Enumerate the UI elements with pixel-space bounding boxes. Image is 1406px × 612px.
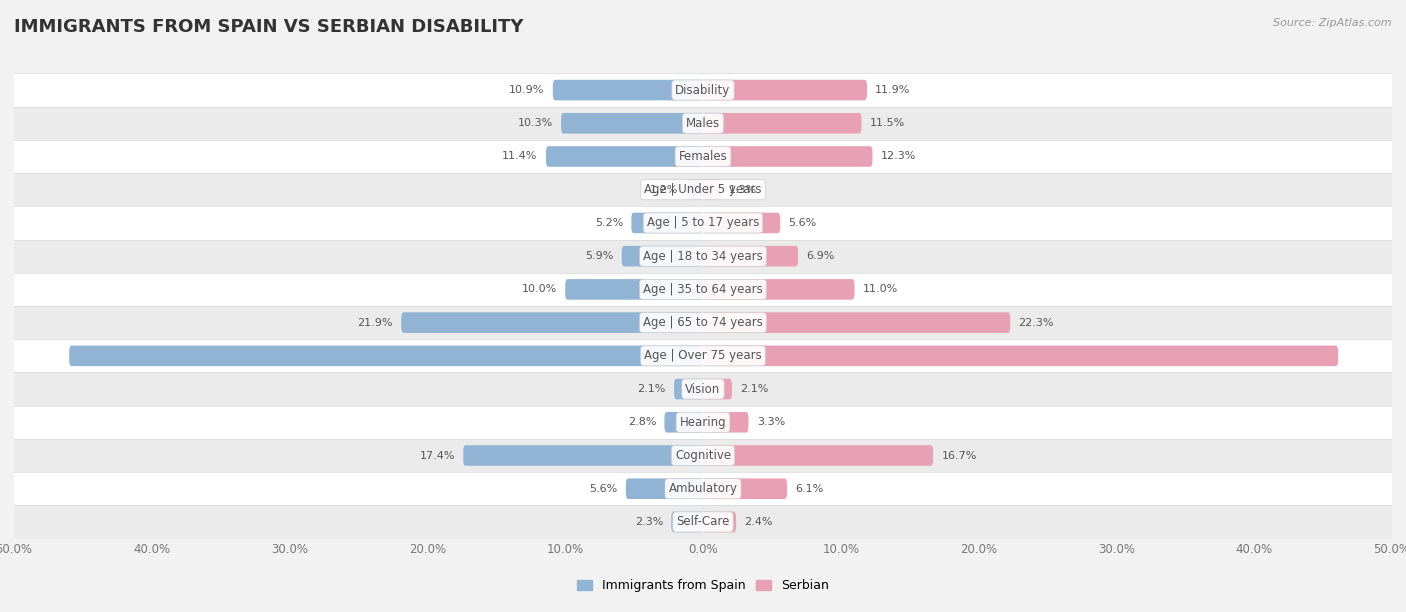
Bar [14,339,1392,373]
FancyBboxPatch shape [69,346,703,366]
Text: 2.1%: 2.1% [637,384,666,394]
Bar [14,439,1392,472]
FancyBboxPatch shape [703,179,721,200]
Text: 5.2%: 5.2% [595,218,623,228]
FancyBboxPatch shape [703,246,799,266]
Text: 1.2%: 1.2% [650,185,678,195]
FancyBboxPatch shape [703,212,780,233]
Text: 1.3%: 1.3% [730,185,758,195]
FancyBboxPatch shape [703,512,737,532]
FancyBboxPatch shape [686,179,703,200]
Text: 3.3%: 3.3% [756,417,785,427]
Text: Hearing: Hearing [679,416,727,429]
Text: 5.6%: 5.6% [789,218,817,228]
FancyBboxPatch shape [665,412,703,433]
FancyBboxPatch shape [703,80,868,100]
FancyBboxPatch shape [553,80,703,100]
Text: Males: Males [686,117,720,130]
Text: 11.9%: 11.9% [875,85,911,95]
Text: Age | Over 75 years: Age | Over 75 years [644,349,762,362]
FancyBboxPatch shape [703,312,1011,333]
FancyBboxPatch shape [626,479,703,499]
Text: 6.1%: 6.1% [796,483,824,494]
FancyBboxPatch shape [631,212,703,233]
Text: 5.6%: 5.6% [589,483,617,494]
Text: 5.9%: 5.9% [585,251,613,261]
FancyBboxPatch shape [671,512,703,532]
Text: 2.1%: 2.1% [740,384,769,394]
FancyBboxPatch shape [703,412,748,433]
Text: 46.0%: 46.0% [21,351,59,361]
Text: Vision: Vision [685,382,721,395]
Text: 21.9%: 21.9% [357,318,392,327]
FancyBboxPatch shape [703,445,934,466]
Text: 2.3%: 2.3% [634,517,664,527]
Text: Cognitive: Cognitive [675,449,731,462]
Bar [14,140,1392,173]
Text: 2.4%: 2.4% [744,517,773,527]
Bar [14,173,1392,206]
Text: 11.0%: 11.0% [863,285,898,294]
Text: Age | 65 to 74 years: Age | 65 to 74 years [643,316,763,329]
Bar [14,373,1392,406]
Bar [14,306,1392,339]
Legend: Immigrants from Spain, Serbian: Immigrants from Spain, Serbian [572,575,834,597]
Bar [14,406,1392,439]
FancyBboxPatch shape [703,279,855,300]
Text: 22.3%: 22.3% [1018,318,1054,327]
Bar [14,73,1392,106]
FancyBboxPatch shape [463,445,703,466]
Bar [14,206,1392,239]
Bar [14,106,1392,140]
Text: IMMIGRANTS FROM SPAIN VS SERBIAN DISABILITY: IMMIGRANTS FROM SPAIN VS SERBIAN DISABIL… [14,18,523,36]
Text: 11.5%: 11.5% [870,118,905,129]
FancyBboxPatch shape [703,479,787,499]
Text: Ambulatory: Ambulatory [668,482,738,495]
Text: 10.3%: 10.3% [517,118,553,129]
FancyBboxPatch shape [703,379,733,400]
FancyBboxPatch shape [401,312,703,333]
Bar [14,472,1392,506]
FancyBboxPatch shape [673,379,703,400]
Text: Age | Under 5 years: Age | Under 5 years [644,183,762,196]
FancyBboxPatch shape [561,113,703,133]
Text: 2.8%: 2.8% [627,417,657,427]
FancyBboxPatch shape [703,113,862,133]
Text: 17.4%: 17.4% [419,450,456,460]
Text: Age | 18 to 34 years: Age | 18 to 34 years [643,250,763,263]
Bar [14,273,1392,306]
Text: Age | 5 to 17 years: Age | 5 to 17 years [647,217,759,230]
FancyBboxPatch shape [621,246,703,266]
Bar [14,239,1392,273]
Text: 11.4%: 11.4% [502,152,537,162]
Text: 16.7%: 16.7% [942,450,977,460]
Text: 12.3%: 12.3% [880,152,917,162]
Text: 6.9%: 6.9% [807,251,835,261]
Text: 10.9%: 10.9% [509,85,544,95]
Text: 10.0%: 10.0% [522,285,557,294]
FancyBboxPatch shape [565,279,703,300]
Text: Females: Females [679,150,727,163]
Text: Self-Care: Self-Care [676,515,730,528]
FancyBboxPatch shape [546,146,703,167]
Text: Source: ZipAtlas.com: Source: ZipAtlas.com [1274,18,1392,28]
FancyBboxPatch shape [703,146,873,167]
Bar [14,506,1392,539]
FancyBboxPatch shape [703,346,1339,366]
Text: Age | 35 to 64 years: Age | 35 to 64 years [643,283,763,296]
Text: Disability: Disability [675,84,731,97]
Text: 46.1%: 46.1% [1346,351,1385,361]
